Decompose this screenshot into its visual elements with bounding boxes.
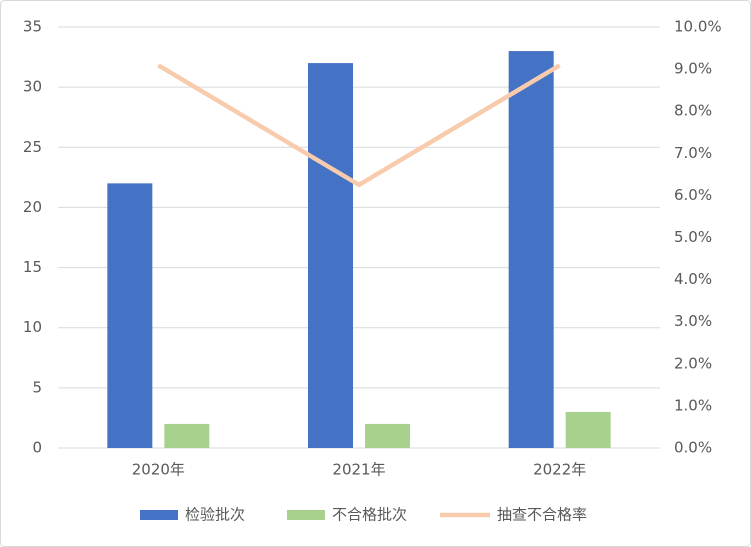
y2-tick-label: 8.0%	[674, 102, 712, 120]
bar	[565, 411, 611, 448]
y-tick-label: 0	[32, 439, 42, 457]
y2-tick-label: 4.0%	[674, 270, 712, 288]
x-tick-label: 2021年	[332, 461, 385, 479]
y2-tick-label: 5.0%	[674, 228, 712, 246]
y-tick-label: 35	[23, 18, 42, 36]
y2-tick-label: 2.0%	[674, 354, 712, 372]
y-tick-label: 15	[23, 258, 42, 276]
legend-label: 抽查不合格率	[497, 506, 587, 524]
bar	[508, 51, 554, 449]
y2-tick-label: 1.0%	[674, 396, 712, 414]
bar	[365, 423, 410, 448]
bar	[164, 423, 210, 448]
line	[157, 63, 561, 188]
legend-label: 检验批次	[185, 506, 245, 524]
legend-label: 不合格批次	[332, 506, 407, 524]
bar	[107, 183, 153, 448]
y-tick-label: 25	[23, 138, 42, 156]
y-tick-label: 5	[32, 378, 42, 396]
y2-tick-label: 7.0%	[674, 144, 712, 162]
y2-tick-label: 9.0%	[674, 60, 712, 78]
legend-swatch	[140, 510, 178, 520]
legend-swatch	[287, 510, 325, 520]
bar	[308, 63, 353, 448]
y2-tick-label: 6.0%	[674, 186, 712, 204]
y2-tick-label: 10.0%	[674, 18, 722, 36]
y-tick-label: 20	[23, 198, 42, 216]
y-tick-label: 30	[23, 78, 42, 96]
y-tick-label: 10	[23, 318, 42, 336]
x-tick-label: 2020年	[132, 461, 185, 479]
y2-tick-label: 0.0%	[674, 439, 712, 457]
y2-tick-label: 3.0%	[674, 312, 712, 330]
x-tick-label: 2022年	[533, 461, 586, 479]
